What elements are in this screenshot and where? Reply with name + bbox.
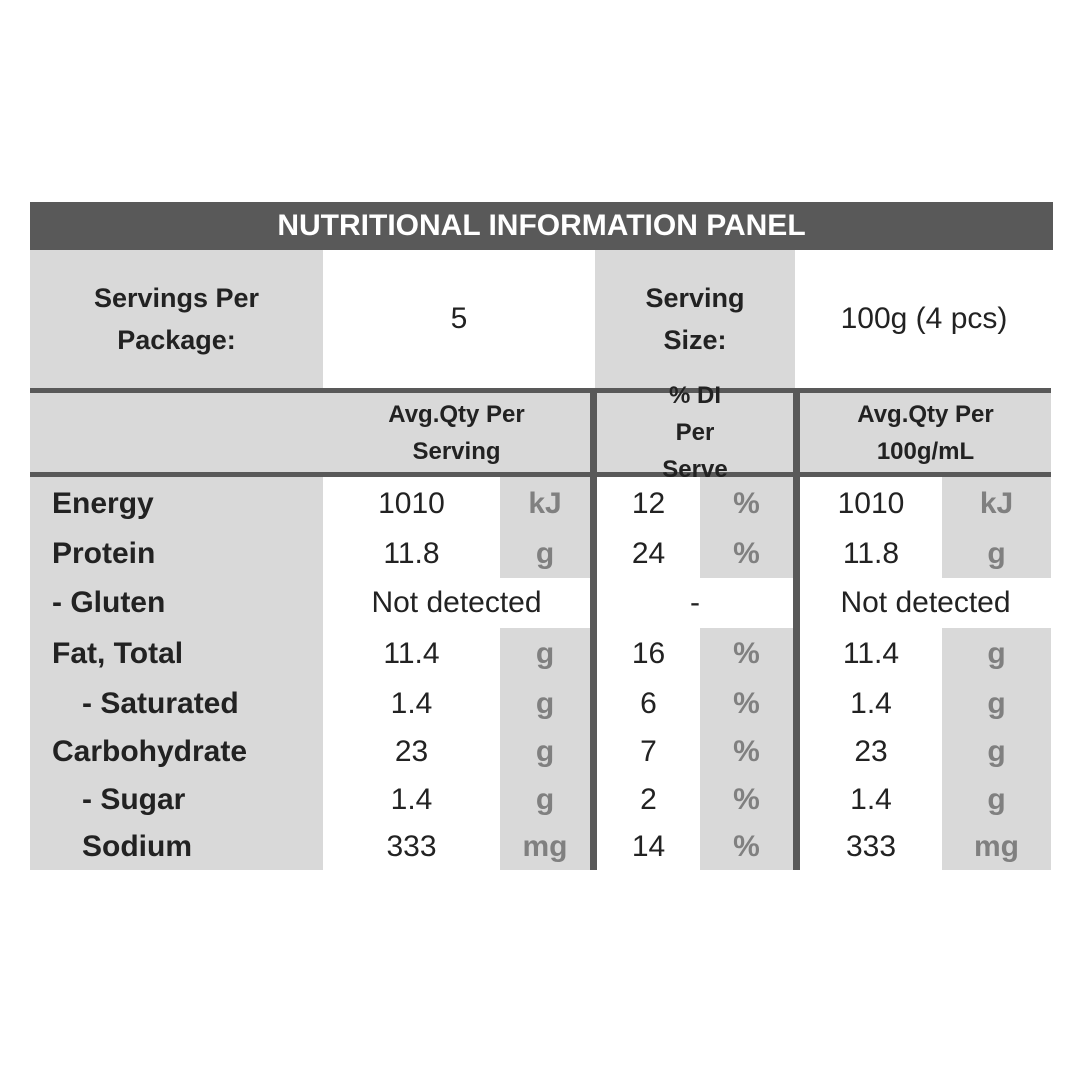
unit: % xyxy=(700,530,793,578)
value: 1010 xyxy=(837,486,905,520)
unit: g xyxy=(942,530,1051,578)
value: 1.4 xyxy=(850,687,892,720)
value: 11.8 xyxy=(383,537,440,570)
unit: % xyxy=(700,628,793,680)
unit: g xyxy=(500,728,590,776)
value: 1010 xyxy=(378,486,445,520)
unit: kJ xyxy=(942,477,1051,530)
value: 2 xyxy=(640,783,657,816)
unit: % xyxy=(700,728,793,776)
value: Not detected xyxy=(840,586,1011,619)
column-divider xyxy=(590,393,597,870)
row-label: - Saturated xyxy=(30,680,323,728)
column-divider xyxy=(793,393,800,870)
value: 14 xyxy=(631,830,666,863)
row-label: Fat, Total xyxy=(30,628,323,680)
servings-label: Servings Per Package: xyxy=(30,250,323,388)
value: 16 xyxy=(631,637,666,670)
row-label: Energy xyxy=(30,477,323,530)
row-label: Carbohydrate xyxy=(30,728,323,776)
unit: g xyxy=(500,530,590,578)
value: 11.4 xyxy=(842,637,900,670)
value: 23 xyxy=(394,735,429,768)
value: 7 xyxy=(640,735,657,768)
row-label: - Sugar xyxy=(30,776,323,824)
unit: g xyxy=(500,628,590,680)
unit: % xyxy=(700,477,793,530)
unit: mg xyxy=(942,824,1051,870)
value: 11.4 xyxy=(383,637,440,670)
value: 12 xyxy=(631,486,666,520)
unit: g xyxy=(942,628,1051,680)
column-header: Avg.Qty Per Serving xyxy=(388,400,525,465)
value: 1.4 xyxy=(390,783,433,816)
row-label: - Gluten xyxy=(30,578,323,628)
column-header: Avg.Qty Per 100g/mL xyxy=(857,400,994,465)
value: 1.4 xyxy=(390,687,433,720)
unit: g xyxy=(942,728,1051,776)
value: 333 xyxy=(845,830,897,863)
unit: g xyxy=(942,776,1051,824)
row-label: Sodium xyxy=(30,824,323,870)
row-label: Protein xyxy=(30,530,323,578)
divider xyxy=(30,472,1051,477)
serving-size-label: Serving Size: xyxy=(595,250,795,388)
unit: g xyxy=(942,680,1051,728)
unit: % xyxy=(700,824,793,870)
value: 23 xyxy=(854,735,888,768)
value: 6 xyxy=(640,687,657,720)
unit: % xyxy=(700,680,793,728)
panel-title: NUTRITIONAL INFORMATION PANEL xyxy=(30,202,1053,250)
unit: g xyxy=(500,776,590,824)
unit: mg xyxy=(500,824,590,870)
column-header: % DI Per Serve xyxy=(662,382,728,483)
value: 333 xyxy=(386,830,437,863)
unit: kJ xyxy=(500,477,590,530)
unit: g xyxy=(500,680,590,728)
value: 1.4 xyxy=(850,783,892,816)
value: 24 xyxy=(631,537,666,570)
value: Not detected xyxy=(371,586,542,619)
divider xyxy=(30,388,1051,393)
header-row xyxy=(30,393,1051,472)
value: - xyxy=(690,586,700,619)
serving-size-value: 100g (4 pcs) xyxy=(840,302,1008,335)
unit: % xyxy=(700,776,793,824)
value: 11.8 xyxy=(842,537,900,570)
servings-value: 5 xyxy=(450,302,468,335)
